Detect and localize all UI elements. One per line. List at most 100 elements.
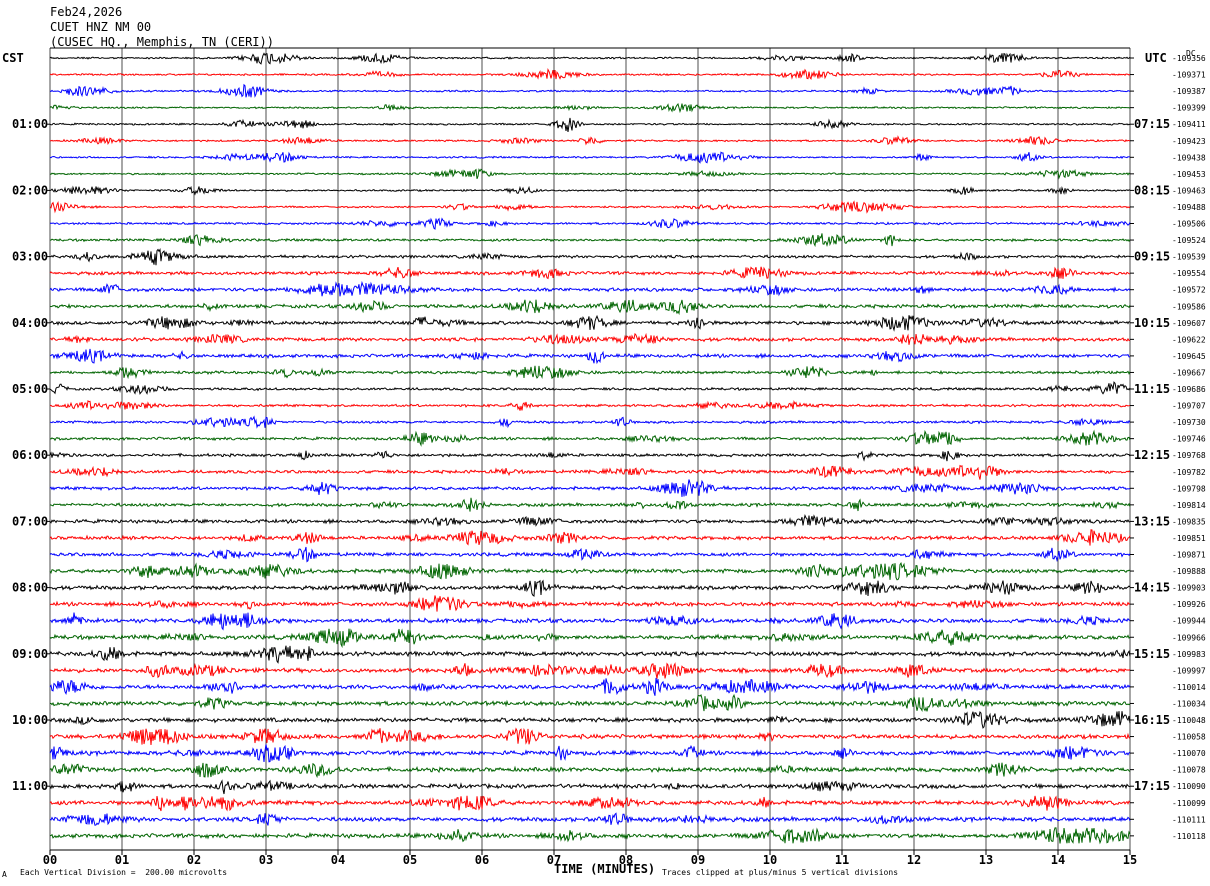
x-axis-title: TIME (MINUTES): [554, 862, 656, 876]
trace-line: [49, 135, 1131, 146]
trace-line: [49, 710, 1131, 729]
dc-offset-label: -109453: [1172, 170, 1206, 179]
trace-line: [49, 529, 1131, 546]
trace-line: [49, 365, 1131, 380]
trace-line: [49, 429, 1131, 447]
trace-line: [49, 464, 1131, 480]
trace-line: [49, 266, 1131, 280]
dc-offset-label: -109356: [1172, 54, 1206, 63]
left-hour-label: 02:00: [12, 183, 48, 197]
header-date: Feb24,2026: [50, 5, 123, 19]
trace-line: [49, 348, 1130, 365]
dc-offset-label: -109983: [1172, 650, 1206, 659]
right-hour-label: 07:15: [1134, 117, 1170, 131]
trace-line: [49, 332, 1131, 345]
dc-offset-label: -109586: [1172, 302, 1206, 311]
dc-offset-label: -109387: [1172, 87, 1206, 96]
trace-line: [49, 812, 1131, 826]
right-hour-label: 11:15: [1134, 382, 1170, 396]
trace-line: [49, 727, 1131, 745]
dc-offset-label: -109622: [1172, 335, 1206, 344]
left-hour-label: 04:00: [12, 316, 48, 330]
header-location: (CUSEC HQ., Memphis, TN (CERI)): [50, 35, 274, 49]
x-tick-label: 08: [619, 853, 633, 867]
trace-line: [49, 314, 1131, 332]
dc-offset-label: -109371: [1172, 71, 1206, 80]
dc-offset-label: -109686: [1172, 385, 1206, 394]
left-hour-label: 07:00: [12, 514, 48, 528]
dc-offset-label: -109667: [1172, 368, 1206, 377]
trace-line: [49, 200, 1131, 214]
trace-line: [49, 151, 1131, 164]
right-hour-label: 15:15: [1134, 647, 1170, 661]
right-hour-label: 14:15: [1134, 581, 1170, 595]
right-timezone-label: UTC: [1145, 51, 1167, 65]
left-timezone-label: CST: [2, 51, 24, 65]
dc-offset-label: -109572: [1172, 286, 1206, 295]
x-tick-label: 06: [475, 853, 489, 867]
dc-offset-label: -109524: [1172, 236, 1206, 245]
dc-offset-label: -109399: [1172, 104, 1206, 113]
left-hour-label: 03:00: [12, 250, 48, 264]
right-hour-label: 09:15: [1134, 250, 1170, 264]
trace-line: [49, 562, 1131, 581]
trace-line: [49, 497, 1131, 512]
dc-offset-label: -109539: [1172, 253, 1206, 262]
clip-note: Traces clipped at plus/minus 5 vertical …: [662, 868, 899, 877]
dc-offset-label: -110078: [1172, 766, 1206, 775]
dc-offset-label: -110099: [1172, 799, 1206, 808]
trace-line: [50, 233, 1131, 248]
right-hour-label: 08:15: [1134, 183, 1170, 197]
trace-line: [49, 827, 1131, 845]
dc-offset-label: -109782: [1172, 468, 1206, 477]
header-station: CUET HNZ NM 00: [50, 20, 152, 34]
dc-offset-label: -109926: [1172, 600, 1206, 609]
trace-line: [49, 744, 1131, 763]
dc-offset-label: -109798: [1172, 484, 1206, 493]
dc-offset-label: -109607: [1172, 319, 1206, 328]
seismic-traces: [49, 52, 1131, 845]
dc-offset-label: -110034: [1172, 699, 1206, 708]
dc-offset-label: -109944: [1172, 617, 1206, 626]
trace-line: [49, 299, 1131, 316]
dc-offset-label: -109835: [1172, 517, 1206, 526]
corner-mark: A: [2, 870, 7, 879]
dc-offset-label: -109903: [1172, 584, 1206, 593]
x-tick-label: 14: [1051, 853, 1065, 867]
trace-line: [49, 117, 1131, 132]
dc-offset-label: -109997: [1172, 666, 1206, 675]
left-hour-label: 09:00: [12, 647, 48, 661]
dc-offset-label: -109506: [1172, 220, 1206, 229]
trace-line: [49, 479, 1131, 497]
x-tick-label: 04: [331, 853, 345, 867]
trace-line: [49, 52, 1131, 65]
trace-line: [49, 381, 1131, 395]
dc-label: DC: [1186, 49, 1196, 58]
trace-line: [49, 83, 1131, 98]
right-hour-label: 12:15: [1134, 448, 1170, 462]
trace-line: [49, 168, 1131, 180]
left-hour-label: 11:00: [12, 779, 48, 793]
dc-offset-label: -110014: [1172, 683, 1206, 692]
axis-labels: 00 01 02 03 04 05 06 07 08 09 10 11 12 13 14 15 -109356 -…: [12, 54, 1206, 867]
right-hour-label: 10:15: [1134, 316, 1170, 330]
dc-offset-label: -109768: [1172, 451, 1206, 460]
dc-offset-label: -109463: [1172, 186, 1206, 195]
left-hour-label: 05:00: [12, 382, 48, 396]
x-tick-label: 10: [763, 853, 777, 867]
left-hour-label: 10:00: [12, 713, 48, 727]
left-hour-label: 01:00: [12, 117, 48, 131]
dc-offset-label: -109423: [1172, 137, 1206, 146]
trace-line: [49, 450, 1131, 462]
trace-line: [49, 579, 1131, 597]
right-hour-label: 16:15: [1134, 713, 1170, 727]
x-tick-label: 11: [835, 853, 849, 867]
dc-offset-label: -109554: [1172, 269, 1206, 278]
x-tick-label: 00: [43, 853, 57, 867]
dc-offset-label: -109888: [1172, 567, 1206, 576]
dc-offset-label: -109645: [1172, 352, 1206, 361]
left-hour-label: 06:00: [12, 448, 48, 462]
left-hour-label: 08:00: [12, 581, 48, 595]
dc-offset-label: -110070: [1172, 749, 1206, 758]
x-tick-label: 09: [691, 853, 705, 867]
